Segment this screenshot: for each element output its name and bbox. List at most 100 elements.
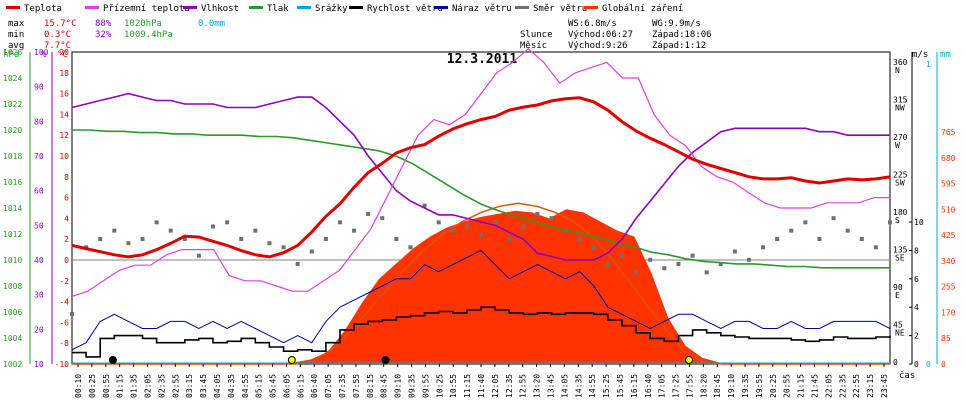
stat-max-temp: 15.7°C [44,19,77,29]
wind-dir-point [803,220,808,225]
x-tick-label: 05:15 [255,374,264,398]
x-tick-label: 16:40 [644,374,653,398]
tick-ms: 0 [914,360,919,369]
legend-swatch [6,6,20,9]
x-tick-label: 04:55 [241,374,250,398]
tick-mm: 1 [926,60,931,69]
wind-dir-point [337,220,342,225]
series-ground-temp [71,48,890,297]
wind-dir-point [436,220,441,225]
wind-dir-point [366,212,371,216]
x-tick-label: 15:25 [602,374,611,398]
wind-dir-point [620,253,625,258]
tick-hpa: 1004 [3,334,22,343]
tick-ms: 6 [914,275,919,284]
wind-dir-point [704,270,709,275]
tick-pct: 100 [34,48,49,57]
tick-pct: 70 [34,152,44,161]
wind-dir-point [225,220,230,225]
axis-label-time: čas [899,370,915,381]
tick-direction: 180 [893,208,908,217]
series-wind-gust [71,249,891,351]
tick-celsius: 10 [59,152,69,161]
tick-celsius: 14 [59,110,69,119]
legend-label: Vlhkost [201,4,239,14]
x-tick-label: 03:45 [199,374,208,398]
tick-celsius: 8 [64,173,69,182]
x-tick-label: 00:10 [74,374,83,398]
wind-dir-point [323,237,328,241]
x-tick-label: 09:35 [408,374,417,398]
legend-swatch [349,6,363,9]
tick-radiation: 85 [941,334,951,343]
stats-block: max 15.7°C 88% 1020hPa 0.0mm min 0.3°C 3… [8,19,225,51]
sun-label: Slunce [520,30,553,40]
tick-radiation: 680 [941,154,956,163]
tick-celsius: 4 [64,214,69,223]
tick-celsius: -10 [55,360,70,369]
tick-celsius: 20 [59,48,69,57]
x-tick-label: 08:45 [380,374,389,398]
tick-celsius: -2 [59,277,69,286]
tick-radiation: 510 [941,205,956,214]
wind-dir-point [182,237,187,241]
moon-rise: Východ:9:26 [568,41,628,51]
tick-hpa: 1014 [3,204,22,213]
wind-dir-point [295,262,300,266]
tick-ms: 4 [914,303,919,312]
wind-dir-point [422,203,427,208]
tick-direction: 360 [893,58,908,67]
x-tick-label: 07:35 [338,374,347,398]
tick-mm: 0 [926,360,931,369]
x-tick-label: 21:15 [797,374,806,398]
tick-pct: 10 [34,360,44,369]
x-tick-label: 04:05 [213,374,222,398]
legend-swatch [297,6,311,9]
wind-dir-point [732,249,737,254]
tick-pct: 90 [34,83,44,92]
x-tick-label: 17:25 [672,374,681,398]
legend: Teplota Přízemní teplota Vlhkost Tlak Srážky… [6,4,683,14]
wind-dir-point [126,241,131,246]
tick-compass: N [895,66,900,75]
wind-dir-point [676,262,681,266]
tick-pct: 80 [34,117,44,126]
x-tick-label: 22:05 [824,374,833,398]
tick-direction: 135 [893,246,908,255]
wind-dir-point [112,228,117,233]
stat-avg-temp: 7.7°C [44,41,71,51]
x-tick-label: 14:05 [560,374,569,398]
tick-direction: 90 [893,283,903,292]
wind-dir-point [267,241,272,246]
tick-celsius: -4 [59,298,69,307]
tick-hpa: 1018 [3,152,22,161]
legend-label: Srážky [315,4,348,14]
x-tick-label: 12:55 [519,374,528,398]
wind-dir-point [211,224,216,229]
x-tick-label: 15:45 [616,374,625,398]
series-wind-speed [72,306,891,358]
tick-celsius: 6 [64,194,69,203]
stat-min-label: min [8,30,24,40]
stat-max-hum: 88% [95,19,112,29]
x-tick-label: 18:20 [699,374,708,398]
wind-dir-point [464,224,469,229]
x-tick-label: 09:10 [394,374,403,398]
tick-pct: 40 [34,256,44,265]
x-tick-label: 00:25 [88,374,97,398]
axis-label-ms: m/s [912,50,928,60]
tick-direction: 270 [893,133,908,142]
stat-max-press: 1020hPa [124,19,162,29]
tick-hpa: 1024 [3,74,22,83]
tick-compass: SW [895,179,905,188]
stat-max-rain: 0.0mm [198,19,225,29]
tick-celsius: 2 [64,235,69,244]
wind-dir-point [380,216,385,221]
axes: 1026102410221020101810161014101210101008… [3,48,956,369]
tick-hpa: 1020 [3,126,22,135]
x-tick-label: 06:15 [296,374,305,398]
axis-label-celsius: °C [57,50,68,60]
x-tick-label: 02:55 [171,374,180,398]
wind-dir-point [507,237,512,241]
tick-direction: 45 [893,321,903,330]
